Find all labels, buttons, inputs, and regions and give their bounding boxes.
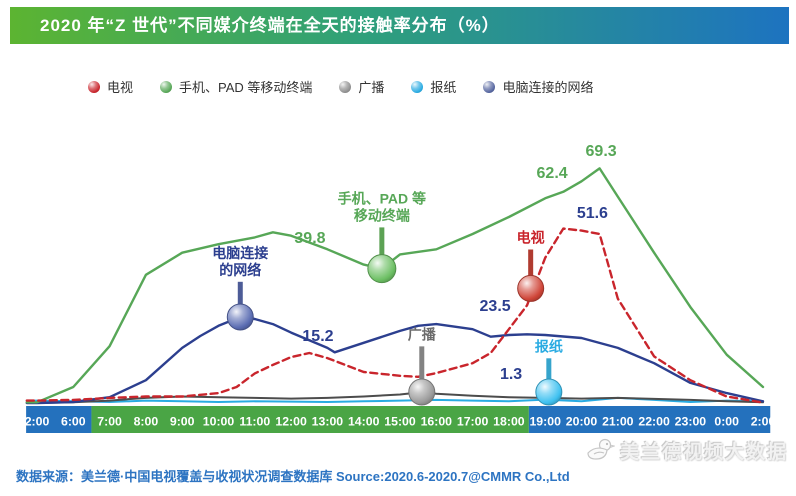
axis-segment-0: [26, 406, 92, 433]
legend-label-pc-network: 电脑连接的网络: [502, 80, 594, 95]
x-tick-12:00: 12:00: [275, 415, 307, 429]
value-label-1.3: 1.3: [500, 366, 522, 383]
chart-title: 2020 年“Z 世代”不同媒介终端在全天的接触率分布（%）: [40, 16, 500, 35]
callout-tv: 电视: [517, 230, 545, 302]
callout-label-tv: 电视: [517, 230, 545, 246]
x-tick-10:00: 10:00: [203, 415, 235, 429]
x-tick-19:00: 19:00: [529, 415, 561, 429]
x-tick-2:00: 2:00: [751, 415, 776, 429]
x-tick-20:00: 20:00: [566, 415, 598, 429]
legend: 电视 手机、PAD 等移动终端 广播 报纸 电脑连接的网络: [88, 77, 593, 96]
callout-radio: 广播: [408, 326, 437, 406]
x-axis-bar: 2:00 6:00 7:00 8:00 9:00 10:00 11:00 12:00 13:00…: [25, 406, 776, 433]
legend-dot-newspaper: [411, 80, 424, 93]
callout-label-pc-network: 的网络: [219, 262, 261, 278]
callout-newspaper: 报纸: [535, 338, 563, 406]
legend-dot-pc-network: [483, 80, 496, 93]
x-tick-9:00: 9:00: [170, 415, 195, 429]
source-note: 数据来源：美兰德·中国电视覆盖与收视状况调查数据库 Source:2020.6-…: [16, 469, 570, 484]
title-bar: 2020 年“Z 世代”不同媒介终端在全天的接触率分布（%）: [10, 7, 789, 44]
x-tick-13:00: 13:00: [312, 415, 344, 429]
callout-sphere-mobile: [367, 254, 397, 284]
value-label-62.4: 62.4: [537, 165, 568, 182]
x-tick-14:00: 14:00: [348, 415, 380, 429]
x-tick-15:00: 15:00: [384, 415, 416, 429]
x-tick-16:00: 16:00: [421, 415, 453, 429]
value-label-39.8: 39.8: [294, 230, 325, 247]
callout-pc-network: 电脑连接的网络: [212, 245, 268, 331]
x-tick-22:00: 22:00: [638, 415, 670, 429]
callout-mobile: 手机、PAD 等移动终端: [338, 190, 426, 284]
series-line-tv: [25, 227, 765, 404]
legend-label-radio: 广播: [358, 80, 385, 95]
value-label-23.5: 23.5: [480, 298, 511, 315]
legend-item-tv: 电视: [88, 77, 133, 96]
bird-logo-icon: [587, 438, 615, 460]
legend-dot-mobile: [160, 80, 173, 93]
axis-segment-1: [91, 406, 529, 433]
legend-dot-tv: [88, 80, 100, 93]
brand-text: 美兰德视频大数据: [619, 441, 788, 463]
legend-item-pc-network: 电脑连接的网络: [483, 77, 593, 96]
x-tick-2:00: 2:00: [25, 415, 50, 429]
legend-item-newspaper: 报纸: [411, 77, 456, 96]
value-label-15.2: 15.2: [302, 328, 333, 345]
legend-label-newspaper: 报纸: [430, 80, 457, 95]
x-tick-11:00: 11:00: [239, 415, 270, 429]
x-tick-6:00: 6:00: [61, 415, 86, 429]
x-tick-17:00: 17:00: [457, 415, 489, 429]
legend-label-tv: 电视: [107, 80, 134, 95]
callout-label-radio: 广播: [408, 326, 437, 342]
callout-label-pc-network: 电脑连接: [212, 245, 268, 261]
axis-segment-2: [528, 406, 771, 433]
x-tick-21:00: 21:00: [602, 415, 634, 429]
legend-dot-radio: [339, 80, 352, 93]
x-tick-23:00: 23:00: [675, 415, 707, 429]
callout-label-mobile: 移动终端: [354, 207, 410, 223]
legend-label-mobile: 手机、PAD 等移动终端: [179, 80, 313, 95]
brand-watermark: 美兰德视频大数据: [585, 436, 788, 464]
value-label-51.6: 51.6: [577, 205, 608, 222]
x-tick-8:00: 8:00: [134, 415, 159, 429]
callout-sphere-pc-network: [226, 303, 254, 331]
callout-sphere-newspaper: [535, 378, 563, 406]
x-tick-0:00: 0:00: [714, 415, 739, 429]
legend-item-mobile: 手机、PAD 等移动终端: [160, 77, 312, 96]
legend-item-radio: 广播: [339, 77, 384, 96]
callout-label-newspaper: 报纸: [535, 338, 563, 354]
callout-sphere-radio: [408, 378, 436, 406]
series-line-radio: [25, 391, 764, 404]
x-tick-18:00: 18:00: [493, 415, 525, 429]
value-label-69.3: 69.3: [586, 143, 617, 160]
x-tick-7:00: 7:00: [97, 415, 122, 429]
callout-sphere-tv: [517, 274, 545, 302]
series-line-pc-network: [25, 315, 765, 405]
callout-label-mobile: 手机、PAD 等: [338, 190, 426, 206]
